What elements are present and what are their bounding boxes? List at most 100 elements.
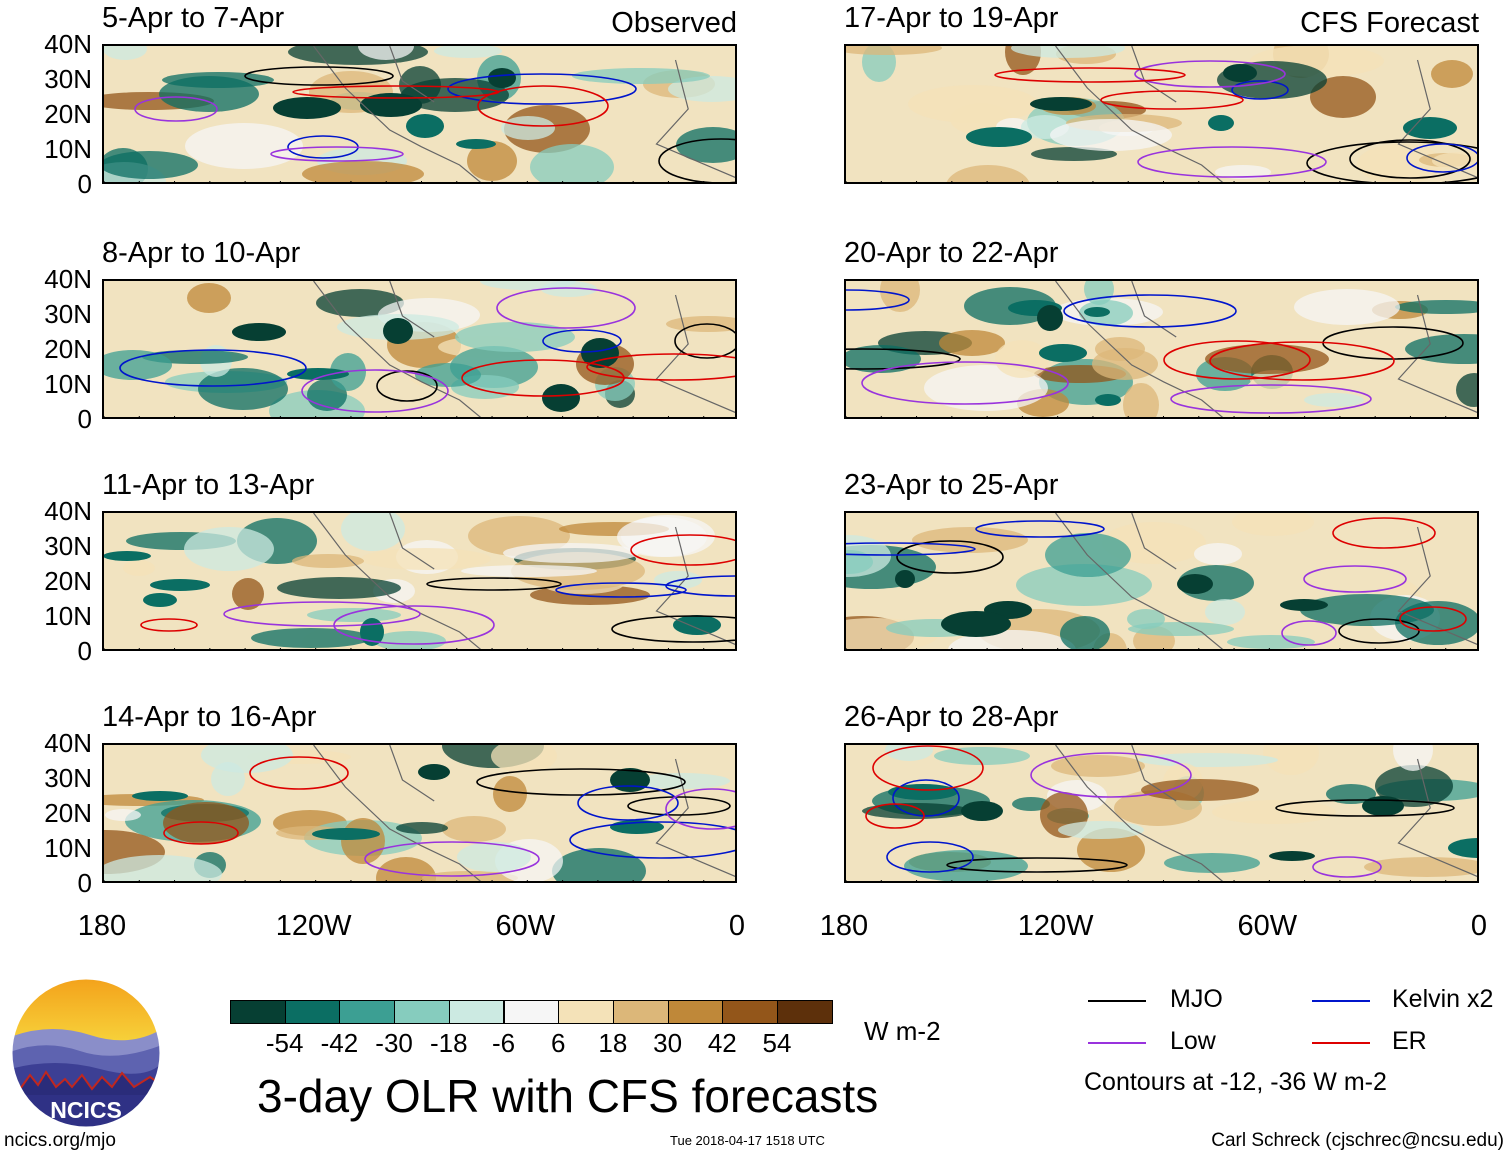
- olr-anomaly-blob: [434, 46, 502, 58]
- olr-anomaly-blob: [939, 330, 1005, 356]
- y-tick-label: 0: [77, 868, 92, 898]
- panel-title: 17-Apr to 19-Apr: [844, 2, 1059, 34]
- contour-mjo: [611, 615, 735, 643]
- contour-low: [223, 601, 421, 627]
- olr-core: [104, 551, 151, 561]
- olr-anomaly-blob: [1031, 147, 1117, 161]
- olr-anomaly-blob: [1215, 165, 1271, 179]
- observed-tag: Observed: [611, 7, 737, 39]
- contour-kelvin-x2: [665, 575, 735, 597]
- legend-swatch: [1312, 1000, 1370, 1002]
- contour-er: [865, 803, 925, 829]
- olr-anomaly-blob: [1194, 543, 1242, 565]
- olr-field: [846, 46, 1477, 182]
- olr-anomaly-blob: [104, 350, 172, 380]
- olr-map: [844, 44, 1479, 184]
- olr-core: [312, 828, 380, 840]
- olr-anomaly-blob: [501, 116, 555, 140]
- olr-anomaly-blob: [1227, 635, 1315, 649]
- olr-anomaly-blob: [934, 747, 1030, 765]
- legend-note: Contours at -12, -36 W m-2: [1084, 1068, 1387, 1096]
- olr-core: [1208, 115, 1234, 131]
- olr-core: [287, 368, 349, 380]
- olr-core: [1362, 796, 1404, 816]
- colorbar-tick-label: 30: [653, 1028, 683, 1058]
- olr-core: [895, 570, 915, 588]
- olr-core: [132, 791, 188, 801]
- footer-author: Carl Schreck (cjschrec@ncsu.edu): [1211, 1130, 1504, 1151]
- contour-mjo: [846, 348, 961, 370]
- contour-kelvin-x2: [892, 779, 960, 817]
- footer-timestamp: Tue 2018-04-17 1518 UTC: [670, 1133, 825, 1148]
- contour-kelvin-x2: [542, 329, 622, 353]
- x-tick-label: 180: [819, 910, 869, 942]
- y-tick-label: 20N: [44, 798, 92, 828]
- olr-core: [581, 338, 619, 368]
- contour-mjo: [674, 323, 735, 359]
- colorbar-tick-label: 6: [550, 1028, 566, 1058]
- colorbar-tick-label: 18: [598, 1028, 628, 1058]
- y-tick-label: 40N: [44, 496, 92, 526]
- olr-core: [1037, 305, 1063, 331]
- legend-label: ER: [1392, 1027, 1427, 1055]
- olr-anomaly-blob: [995, 340, 1049, 378]
- y-tick-label: 30N: [44, 531, 92, 561]
- olr-core: [418, 764, 450, 780]
- olr-core: [232, 323, 286, 341]
- olr-anomaly-blob: [1092, 348, 1158, 380]
- olr-core: [961, 801, 1003, 821]
- contour-kelvin-x2: [846, 289, 910, 311]
- coastline: [313, 46, 735, 182]
- ncics-logo: NCICS: [10, 977, 162, 1129]
- olr-core: [488, 68, 516, 88]
- contour-kelvin-x2: [846, 542, 976, 556]
- olr-anomaly-blob: [105, 809, 141, 821]
- olr-anomaly-blob: [396, 822, 448, 834]
- contour-mjo: [244, 66, 394, 86]
- olr-anomaly-blob: [1304, 393, 1364, 407]
- contour-er: [1332, 517, 1436, 549]
- olr-anomaly-blob: [1050, 119, 1172, 151]
- y-tick-label: 30N: [44, 763, 92, 793]
- x-tick-label: 120W: [275, 910, 352, 942]
- contour-er: [1163, 340, 1311, 380]
- y-tick-label: 0: [77, 636, 92, 666]
- colorbar-tick-label: -30: [375, 1028, 413, 1058]
- contour-low: [665, 788, 735, 830]
- colorbar-tick-label: -42: [320, 1028, 359, 1058]
- olr-core: [1269, 851, 1315, 861]
- olr-core: [966, 127, 1032, 147]
- olr-anomaly-blob: [1456, 373, 1477, 407]
- colorbar-swatch: [339, 1000, 396, 1024]
- olr-core: [273, 97, 341, 119]
- olr-anomaly-blob: [1138, 753, 1278, 767]
- colorbar-tick-label: 42: [707, 1028, 737, 1058]
- y-tick-label: 10N: [44, 369, 92, 399]
- olr-anomaly-blob: [1128, 622, 1234, 636]
- contour-er: [163, 821, 239, 845]
- olr-map: [102, 743, 737, 883]
- contour-mjo: [1275, 799, 1455, 817]
- contour-low: [134, 96, 218, 122]
- olr-core: [1039, 344, 1087, 362]
- colorbar-tick-label: -54: [265, 1028, 304, 1058]
- olr-field: [104, 513, 735, 649]
- colorbar-swatch: [394, 1000, 450, 1024]
- contour-low: [1303, 565, 1407, 593]
- colorbar-swatch: [777, 1000, 833, 1024]
- olr-anomaly-blob: [912, 527, 1028, 553]
- legend-swatch: [1088, 1000, 1146, 1002]
- contour-er: [140, 618, 198, 632]
- y-tick-label: 30N: [44, 299, 92, 329]
- footer-url: ncics.org/mjo: [4, 1130, 116, 1151]
- contour-low: [1137, 146, 1327, 178]
- olr-anomaly-blob: [1375, 765, 1453, 807]
- contour-kelvin-x2: [447, 73, 637, 105]
- x-tick-label: 60W: [1237, 910, 1298, 942]
- panel-title: 8-Apr to 10-Apr: [102, 237, 301, 269]
- olr-anomaly-blob: [1205, 599, 1245, 625]
- olr-field: [104, 281, 735, 417]
- olr-anomaly-blob: [185, 123, 303, 169]
- olr-anomaly-blob: [455, 322, 575, 352]
- contour-er: [1100, 90, 1244, 110]
